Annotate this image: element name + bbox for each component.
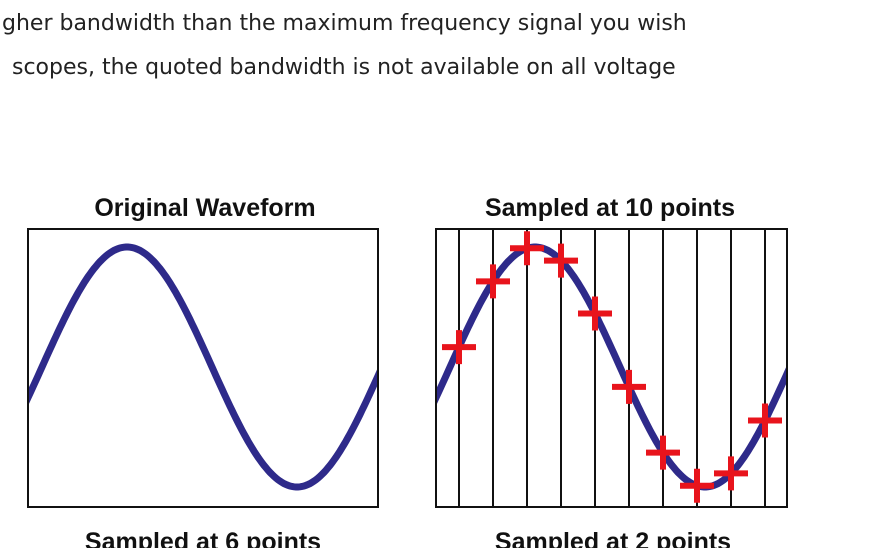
sine-wave bbox=[28, 243, 378, 491]
panel-title: Sampled at 6 points bbox=[85, 528, 321, 548]
panel-frame bbox=[27, 228, 379, 508]
sample-cross bbox=[646, 435, 680, 470]
sample-cross bbox=[680, 468, 714, 503]
sample-cross bbox=[714, 456, 748, 491]
sample-cross bbox=[476, 264, 510, 299]
sample-cross bbox=[612, 369, 646, 404]
sampled-panel bbox=[436, 229, 787, 507]
waveform-panel bbox=[28, 243, 378, 491]
sample-cross bbox=[544, 243, 578, 278]
paragraph-line: scopes, the quoted bandwidth is not avai… bbox=[12, 55, 676, 80]
panel-title: Sampled at 10 points bbox=[485, 194, 735, 222]
panel-title: Sampled at 2 points bbox=[495, 528, 731, 548]
paragraph-line: gher bandwidth than the maximum frequenc… bbox=[2, 11, 687, 36]
sample-cross bbox=[748, 403, 782, 438]
sample-cross bbox=[510, 231, 544, 266]
sample-cross bbox=[442, 330, 476, 365]
sample-cross bbox=[578, 296, 612, 331]
panel-frame bbox=[435, 228, 788, 508]
panel-title: Original Waveform bbox=[94, 194, 315, 222]
